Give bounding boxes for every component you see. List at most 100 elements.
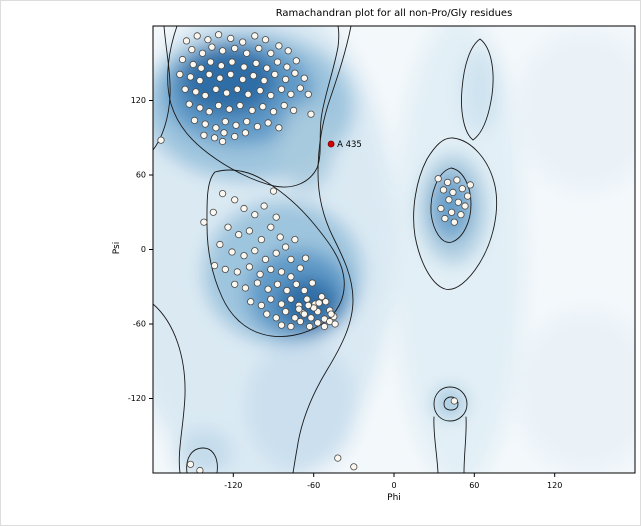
chart-title: Ramachandran plot for all non-Pro/Gly re… [275,8,513,19]
beta-sheet-region-residues-point [219,137,227,146]
contour-bottomleft-bump [186,447,218,473]
alpha-helix-region-residues-point [256,270,264,278]
alpha-helix-region-residues-point [245,263,253,271]
beta-sheet-region-residues-point [259,103,267,111]
beta-sheet-region-residues-point [192,88,200,96]
density-contours [153,26,498,473]
alpha-helix-region-residues-point [267,265,275,273]
beta-sheet-region-residues-point [239,75,247,84]
beta-sheet-region-residues-point [281,75,290,84]
alpha-helix-region-residues-point [257,301,265,309]
alpha-helix-region-residues-point [251,247,259,255]
beta-sheet-region-residues-point [201,120,209,128]
beta-sheet-region-residues-point [280,101,288,110]
beta-sheet-region-residues-point [252,59,260,67]
beta-sheet-region-residues-point [269,108,278,116]
beta-sheet-region-residues-point [225,105,233,113]
left-handed-helix-region-residues-point [458,185,466,193]
beta-sheet-region-residues-point [289,106,298,115]
alpha-helix-region-residues-point [241,284,249,292]
density-background [153,26,635,473]
other-region-residues-point [334,454,342,462]
beta-sheet-region-residues-point [204,36,212,44]
beta-sheet-region-residues-point [275,124,283,132]
beta-sheet-region-residues-point [189,60,197,69]
beta-sheet-region-residues-point [283,63,291,71]
beta-sheet-region-residues-point [207,58,215,66]
beta-sheet-region-residues-point [251,32,259,40]
alpha-helix-region-residues-point [233,268,241,276]
contour-lefthanded-inner [430,167,472,243]
beta-sheet-region-residues-point [260,77,268,85]
beta-sheet-region-residues-point [248,106,256,115]
beta-sheet-region-residues-point [219,47,227,55]
beta-sheet-region-residues-point [287,90,295,98]
beta-sheet-region-residues-point [205,70,213,79]
beta-sheet-region-residues-point [307,110,315,118]
alpha-helix-region-residues-point [240,252,248,260]
alpha-helix-region-residues-point [251,211,259,219]
left-handed-helix-region-residues-point [443,178,452,186]
beta-sheet-region-residues-point [200,131,208,139]
beta-sheet-region-residues-point [292,57,300,65]
left-handed-helix-region-residues-point [449,188,457,196]
contour-bottomright-outer [433,386,468,422]
y-tick-label: 60 [136,171,146,180]
alpha-helix-region-residues-point [304,301,312,309]
alpha-helix-region-residues-point [209,208,217,216]
beta-sheet-region-residues-point [227,70,235,79]
left-handed-helix-region-residues-point [463,192,472,200]
alpha-helix-region-residues-point [211,261,219,270]
alpha-helix-region-residues-point [320,322,328,331]
alpha-helix-region-residues-point [267,295,275,303]
x-axis-label: Phi [387,493,401,503]
beta-sheet-region-residues-point [196,77,204,85]
y-axis-label: Psi [112,241,122,255]
annotation-layer: A 435 [327,140,362,150]
alpha-helix-region-residues-point [300,286,308,295]
beta-sheet-region-residues-point [300,74,308,82]
alpha-helix-region-residues-point [261,255,270,263]
contour-bottomright-neck-right [463,416,467,473]
alpha-helix-region-residues-point [331,320,339,328]
left-handed-helix-region-residues-point [441,214,449,223]
alpha-helix-region-residues-point [224,223,232,231]
alpha-helix-region-residues-point [253,279,261,287]
beta-sheet-region-residues-point [255,44,263,53]
alpha-helix-region-residues-point [200,218,208,226]
alpha-helix-region-residues-point [221,265,229,273]
beta-sheet-region-residues-point [273,58,282,66]
other-region-residues-point [450,397,458,405]
contour-left-outer-bottom [153,303,186,473]
beta-sheet-region-residues-point [216,74,224,82]
scatter-points-layer [157,31,474,473]
contour-topright-oval [461,38,494,141]
beta-sheet-region-residues-point [190,116,199,125]
alpha-helix-region-residues-point [267,223,275,231]
beta-sheet-region-residues-point [243,118,251,126]
beta-sheet-region-residues-point [244,90,252,98]
alpha-helix-region-residues-point [231,196,239,204]
y-tick-label: -60 [133,320,146,329]
alpha-helix-region-residues-point [228,248,236,256]
alpha-helix-region-residues-point [315,299,323,307]
alpha-helix-region-residues-point [308,279,316,287]
x-tick-label: -120 [224,481,242,490]
alpha-helix-region-residues-point [257,236,265,244]
alpha-helix-region-residues-point [307,314,315,322]
beta-sheet-region-residues-point [176,70,184,79]
beta-sheet-region-residues-point [296,84,304,92]
beta-sheet-region-residues-point [201,91,209,100]
other-region-residues-point [196,466,204,473]
highlighted-residue-point [327,140,335,148]
beta-sheet-region-residues-point [157,136,165,144]
alpha-helix-region-residues-point [314,319,322,327]
axis-ticks: -120 -60 0 60 120 -120 -60 0 60 120 [128,96,562,490]
alpha-helix-region-residues-point [277,321,286,329]
beta-sheet-region-residues-point [212,124,220,132]
y-tick-label: 0 [141,245,146,254]
beta-sheet-region-residues-point [249,72,257,80]
beta-sheet-region-residues-point [232,121,240,129]
beta-sheet-region-residues-point [221,118,229,126]
